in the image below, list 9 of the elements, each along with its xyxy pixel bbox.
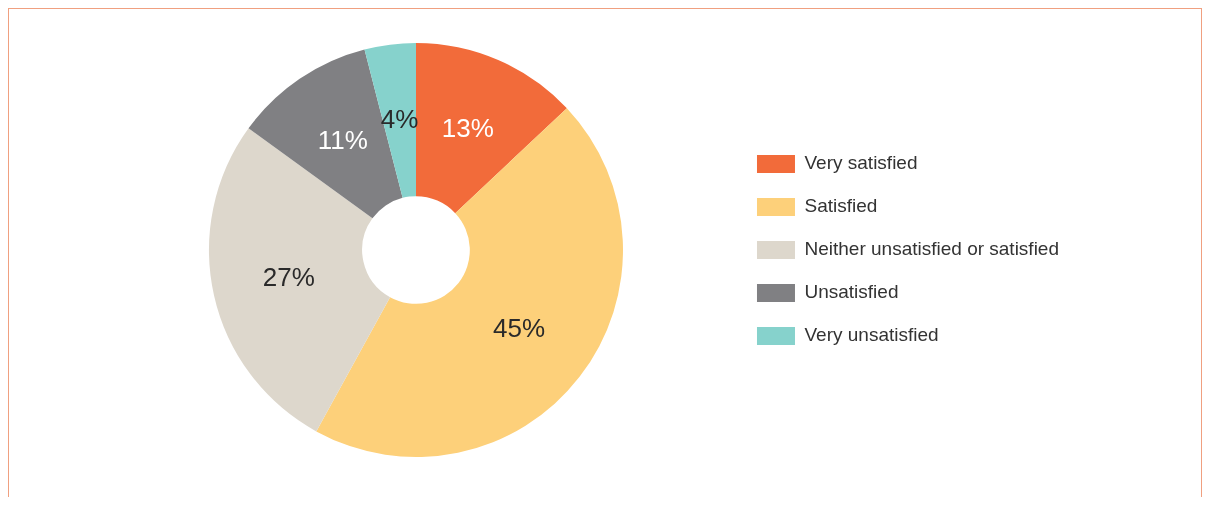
legend-label: Satisfied bbox=[804, 195, 878, 217]
legend-label: Very unsatisfied bbox=[804, 324, 939, 346]
legend-label: Unsatisfied bbox=[804, 281, 899, 303]
data-label: 27% bbox=[262, 261, 315, 292]
data-label: 13% bbox=[441, 113, 494, 144]
data-label: 11% bbox=[317, 125, 368, 156]
data-label: 45% bbox=[493, 313, 546, 344]
legend-label: Neither unsatisfied or satisfied bbox=[804, 238, 1059, 260]
legend-label: Very satisfied bbox=[804, 152, 918, 174]
